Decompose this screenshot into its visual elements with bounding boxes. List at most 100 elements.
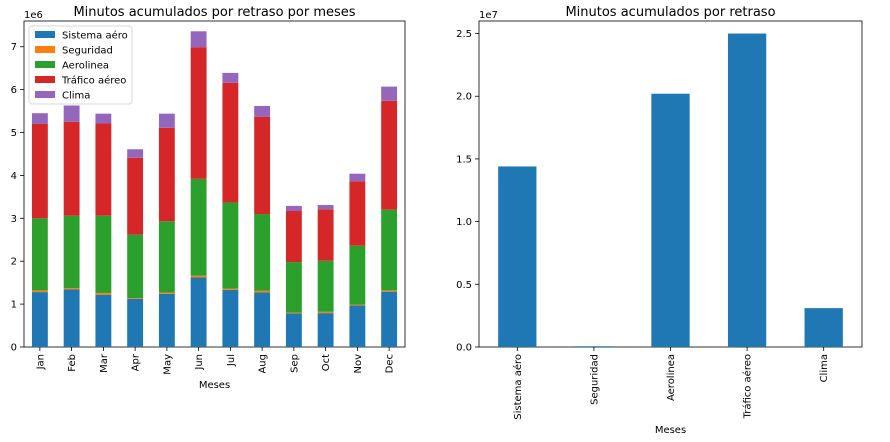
bar-Jun-series-3 — [190, 47, 207, 179]
x-tick-label: Aerolinea — [666, 354, 677, 401]
bar-Dec-series-4 — [381, 86, 398, 101]
bar-Jul-series-3 — [222, 82, 239, 203]
legend-swatch — [35, 91, 55, 98]
chart1-bars — [498, 33, 843, 348]
x-tick-label: Feb — [67, 354, 78, 372]
y-tick-label: 1 — [11, 300, 17, 311]
y-tick-label: 5 — [11, 128, 17, 139]
bar-Oct-series-4 — [317, 205, 334, 210]
bar-Feb-series-3 — [63, 121, 80, 216]
bar-Oct-series-1 — [317, 311, 334, 314]
bar-Jan-series-4 — [31, 113, 48, 124]
x-tick-label: Sep — [289, 354, 300, 373]
bar-Seguridad — [574, 346, 614, 347]
bar-Nov-series-0 — [349, 305, 366, 347]
bar-Sep-series-0 — [285, 313, 302, 347]
bar-Mar-series-3 — [95, 123, 112, 216]
bar-Feb-series-0 — [63, 289, 80, 347]
bar-Oct-series-2 — [317, 260, 334, 312]
legend-label: Seguridad — [62, 46, 113, 57]
bar-Dec-series-0 — [381, 291, 398, 347]
bar-May-series-3 — [158, 127, 175, 222]
x-tick-label: Jul — [226, 354, 237, 367]
bar-Dec-series-3 — [381, 100, 398, 210]
y-tick-label: 0 — [11, 343, 17, 354]
bar-Jun-series-4 — [190, 31, 207, 48]
chart0-legend: Sistema aéro Seguridad Aerolinea Tráfico aé… — [28, 25, 133, 105]
bar-Jun-series-2 — [190, 178, 207, 276]
x-tick-label: Seguridad — [589, 354, 600, 405]
bar-Jan-series-2 — [31, 218, 48, 291]
bar-Dec-series-2 — [381, 209, 398, 291]
bar-Sep-series-1 — [285, 312, 302, 314]
y-tick-label: 0.0 — [456, 343, 472, 354]
x-tick-label: Aug — [258, 354, 269, 374]
chart0-bars — [31, 31, 398, 347]
bar-Sep-series-3 — [285, 211, 302, 263]
y-tick-label: 7 — [11, 42, 17, 53]
chart1-title: Minutos acumulados por retraso — [565, 5, 775, 20]
bar-Jun-series-0 — [190, 277, 207, 347]
monthly-stacked-bar-chart: Minutos acumulados por retraso por meses… — [11, 5, 406, 391]
bar-Apr-series-4 — [127, 149, 144, 158]
chart0-y-offset-label: 1e6 — [24, 10, 43, 21]
bar-May-series-0 — [158, 293, 175, 347]
chart0-plot-area — [23, 20, 406, 348]
chart0-x-axis-label: Meses — [199, 380, 230, 391]
bar-Aug-series-2 — [254, 214, 271, 291]
bar-Aug-series-4 — [254, 105, 271, 117]
bar-Feb-series-1 — [63, 288, 80, 290]
x-tick-label: Nov — [353, 354, 364, 374]
bar-Oct-series-3 — [317, 209, 334, 261]
bar-Mar-series-2 — [95, 215, 112, 293]
legend-swatch — [35, 76, 55, 83]
legend-label: Sistema aéro — [62, 30, 128, 42]
x-tick-label: Jan — [35, 354, 46, 370]
bar-Aug-series-0 — [254, 292, 271, 347]
bar-May-series-4 — [158, 113, 175, 128]
legend-swatch — [35, 46, 55, 53]
bar-Nov-series-4 — [349, 173, 366, 182]
bar-Jun-series-1 — [190, 275, 207, 278]
bar-Sep-series-2 — [285, 262, 302, 313]
y-tick-label: 3 — [11, 214, 17, 225]
bar-Tráfico aéreo — [727, 33, 767, 348]
bar-Apr-series-1 — [127, 298, 144, 299]
y-tick-label: 2 — [11, 257, 17, 268]
chart0-title: Minutos acumulados por retraso por meses — [73, 5, 355, 20]
bar-Apr-series-2 — [127, 234, 144, 299]
bar-Sep-series-4 — [285, 205, 302, 212]
bar-Nov-series-1 — [349, 304, 366, 306]
bar-Dec-series-1 — [381, 290, 398, 292]
bar-Nov-series-2 — [349, 245, 366, 305]
bar-Jan-series-3 — [31, 123, 48, 219]
bar-Clima — [804, 308, 843, 347]
bar-Mar-series-0 — [95, 294, 112, 347]
y-tick-label: 2.5 — [456, 29, 472, 40]
y-tick-label: 2.0 — [456, 92, 472, 103]
bar-Feb-series-4 — [63, 105, 80, 122]
y-tick-label: 1.0 — [456, 217, 472, 228]
bar-May-series-1 — [158, 292, 175, 294]
bar-Jul-series-1 — [222, 288, 239, 290]
legend-label: Aerolinea — [62, 61, 109, 72]
x-tick-label: Jun — [194, 354, 205, 371]
legend-swatch — [35, 61, 55, 68]
y-tick-label: 0.5 — [456, 280, 472, 291]
x-tick-label: Mar — [99, 353, 110, 373]
y-tick-label: 1.5 — [456, 154, 472, 165]
x-tick-label: Clima — [819, 354, 830, 382]
x-tick-label: Apr — [131, 353, 142, 371]
chart1-x-axis-label: Meses — [655, 425, 686, 436]
bar-Apr-series-0 — [127, 298, 144, 347]
legend-box — [28, 25, 133, 105]
chart0-ticks: Jan Feb Mar Apr May Jun Jul Aug Sep Oct Nov Dec 0 1 2 3… — [11, 42, 396, 374]
bar-Sistema aéro — [498, 166, 537, 347]
legend-label: Tráfico aéreo — [61, 75, 126, 87]
bar-Jul-series-0 — [222, 289, 239, 347]
bar-Feb-series-2 — [63, 215, 80, 289]
bar-Jan-series-1 — [31, 290, 48, 293]
x-tick-label: Sistema aéro — [512, 354, 524, 420]
x-tick-label: Dec — [385, 354, 396, 373]
